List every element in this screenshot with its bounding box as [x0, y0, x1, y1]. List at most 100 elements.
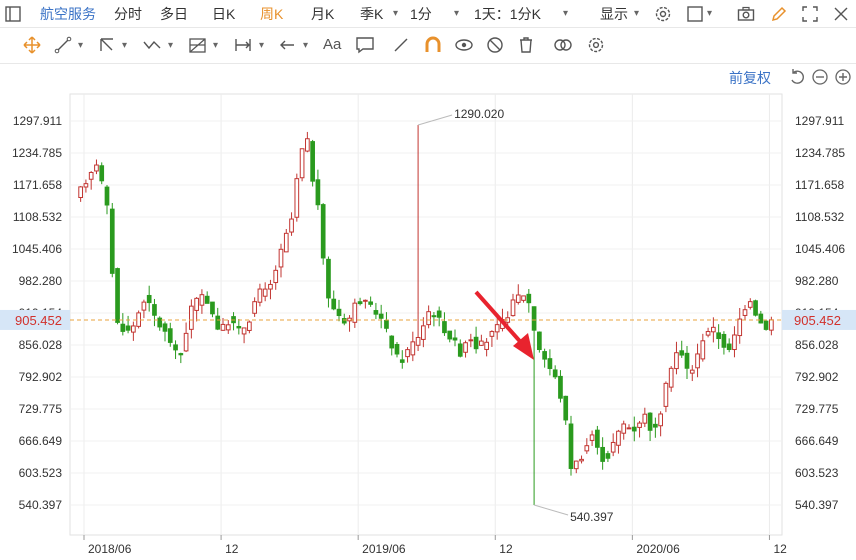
candle-body	[289, 218, 294, 233]
candle-body	[695, 353, 700, 369]
pencil-icon[interactable]	[770, 5, 788, 23]
candle-body	[468, 339, 474, 342]
candle-body	[621, 423, 627, 434]
candle-body	[494, 324, 500, 333]
chevron-down-icon[interactable]: ▾	[563, 8, 569, 19]
candle-body	[658, 413, 663, 427]
candle-body	[616, 430, 621, 446]
candle-body	[204, 295, 210, 304]
candle-body	[631, 426, 637, 432]
candle-body	[225, 324, 231, 331]
candle-body	[199, 294, 205, 306]
period-tab-minute[interactable]: 1分	[410, 6, 432, 22]
chevron-down-icon[interactable]: ▾	[122, 40, 128, 51]
candle-body	[668, 367, 674, 388]
current-price-badge-left	[0, 309, 70, 330]
chevron-down-icon[interactable]: ▾	[707, 8, 713, 19]
candle-body	[742, 309, 748, 316]
y-tick-label-left: 540.397	[19, 498, 63, 512]
sidebar-toggle-icon[interactable]	[4, 5, 22, 23]
chevron-down-icon[interactable]: ▾	[78, 40, 84, 51]
y-tick-label-left: 1297.911	[13, 114, 62, 128]
chevron-down-icon[interactable]: ▾	[259, 40, 265, 51]
period-tab-quarterly[interactable]: 季K	[360, 6, 384, 22]
candle-body	[320, 204, 326, 259]
wave-icon[interactable]	[142, 36, 162, 54]
candle-body	[215, 315, 221, 330]
candle-body	[663, 382, 669, 407]
range-select[interactable]: 1天：1分K	[474, 6, 541, 22]
line-icon[interactable]	[54, 36, 74, 54]
period-tab-intraday[interactable]: 分时	[114, 6, 142, 22]
candle-body	[252, 301, 257, 314]
candle-body	[684, 352, 690, 369]
trend-arrow-shaft	[474, 290, 527, 349]
period-tab-monthly[interactable]: 月K	[311, 6, 335, 22]
candle-body	[732, 334, 737, 351]
candle-body	[241, 327, 247, 335]
trash-icon[interactable]	[516, 36, 536, 54]
candle-body	[152, 304, 157, 316]
plot-frame	[69, 93, 783, 536]
period-tab-multiday[interactable]: 多日	[160, 6, 188, 22]
arrow-icon[interactable]	[278, 36, 298, 54]
y-tick-label-left: 1234.785	[12, 146, 62, 160]
candle-body	[674, 352, 679, 370]
drawing-toolbar: ▾ ▾ ▾ ▾ ▾ ▾ Aa	[0, 28, 856, 64]
period-tab-daily[interactable]: 日K	[212, 6, 236, 22]
candle-body	[711, 326, 716, 333]
eye-icon[interactable]	[454, 36, 474, 54]
gear-icon[interactable]	[654, 5, 672, 23]
candle-body	[747, 301, 753, 308]
pen-icon[interactable]	[392, 36, 412, 54]
chevron-down-icon[interactable]: ▾	[303, 40, 309, 51]
instrument-name[interactable]: 航空服务	[40, 6, 96, 22]
candle-body	[637, 422, 642, 428]
price-adjust-toggle[interactable]: 前复权	[729, 70, 771, 86]
y-tick-label-right: 603.523	[795, 466, 839, 480]
chevron-down-icon[interactable]: ▾	[634, 8, 640, 19]
fib-icon[interactable]	[188, 36, 208, 54]
candle-body	[568, 423, 574, 469]
low-annotation: 540.397	[570, 510, 614, 524]
move-icon[interactable]	[22, 36, 42, 54]
range-icon[interactable]	[233, 36, 253, 54]
candle-body	[610, 441, 616, 453]
undo-icon[interactable]	[788, 68, 806, 86]
fullscreen-icon[interactable]	[801, 5, 819, 23]
comment-icon[interactable]	[355, 36, 375, 54]
text-tool[interactable]: Aa	[323, 36, 342, 53]
chevron-down-icon[interactable]: ▾	[454, 8, 460, 19]
gear-icon[interactable]	[586, 36, 606, 54]
candle-body	[489, 331, 495, 337]
candle-body	[273, 269, 279, 284]
candle-body	[473, 336, 479, 350]
chevron-down-icon[interactable]: ▾	[213, 40, 219, 51]
candle-body	[721, 333, 727, 348]
candle-body	[299, 148, 305, 179]
candle-body	[484, 341, 489, 350]
hide-icon[interactable]	[485, 36, 505, 54]
magnet-icon[interactable]	[423, 36, 443, 54]
close-icon[interactable]	[832, 5, 850, 23]
candle-body	[157, 317, 163, 328]
ray-icon[interactable]	[98, 36, 118, 54]
candle-body	[763, 320, 769, 330]
candle-body	[526, 293, 532, 304]
chevron-down-icon[interactable]: ▾	[168, 40, 174, 51]
candle-body	[510, 299, 516, 317]
zoom-out-icon[interactable]	[811, 68, 829, 86]
candle-body	[83, 183, 89, 188]
candle-body	[558, 375, 563, 399]
candle-body	[436, 310, 442, 318]
zoom-in-icon[interactable]	[834, 68, 852, 86]
camera-icon[interactable]	[737, 5, 755, 23]
chevron-down-icon[interactable]: ▾	[393, 8, 399, 19]
link-icon[interactable]	[553, 36, 573, 54]
checkbox-icon[interactable]	[686, 5, 704, 23]
y-tick-label-right: 856.028	[795, 338, 839, 352]
period-tab-weekly[interactable]: 周K	[260, 6, 284, 22]
display-menu[interactable]: 显示	[600, 6, 628, 22]
candle-body	[378, 313, 384, 319]
